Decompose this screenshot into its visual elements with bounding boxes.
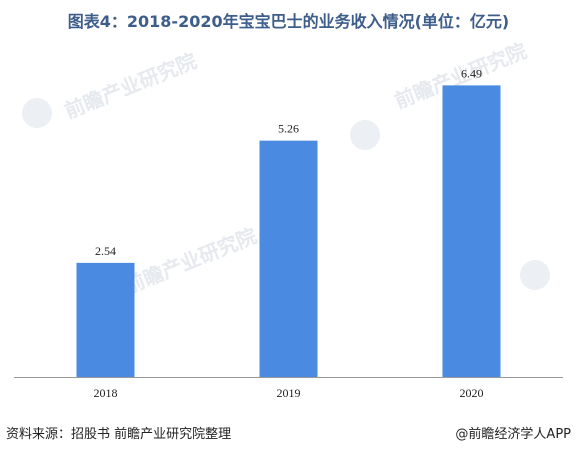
watermark-logo-icon: [520, 260, 550, 290]
x-tick-label-2020: 2020: [460, 386, 484, 400]
source-note: 资料来源：招股书 前瞻产业研究院整理: [6, 427, 232, 442]
watermark-logo-icon: [350, 120, 380, 150]
x-tick-label-2019: 2019: [277, 386, 301, 400]
bar-2019: [259, 140, 318, 377]
chart-title: 图表4：2018-2020年宝宝巴士的业务收入情况(单位：亿元): [67, 12, 510, 31]
watermark-logo-icon: [22, 98, 52, 128]
data-label-2018: 2.54: [95, 244, 116, 258]
bar-2020: [442, 85, 501, 378]
x-tick-label-2018: 2018: [94, 386, 118, 400]
brand-credit: @前瞻经济学人APP: [455, 427, 571, 442]
data-label-2020: 6.49: [461, 66, 482, 80]
data-label-2019: 5.26: [278, 122, 299, 136]
bar-2018: [76, 262, 135, 377]
